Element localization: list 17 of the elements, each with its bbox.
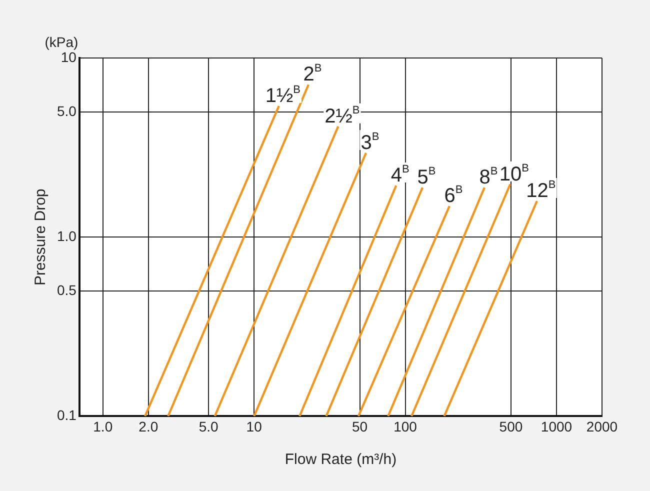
y-tick-label: 0.1 [56, 407, 77, 424]
x-tick-label: 50 [352, 418, 368, 434]
x-tick-label: 2.0 [138, 418, 158, 434]
x-tick-label: 5.0 [198, 418, 219, 434]
x-tick-label: 10 [246, 418, 262, 434]
y-tick-label: 5.0 [56, 102, 77, 119]
x-tick-label: 500 [499, 418, 523, 434]
y-tick-label: 10 [60, 48, 77, 65]
x-tick-label: 1000 [540, 418, 572, 434]
y-tick-label: 1.0 [56, 228, 77, 244]
x-tick-label: 100 [394, 418, 418, 434]
y-axis-title: Pressure Drop [32, 188, 50, 286]
text: (kPa) [44, 34, 78, 50]
x-axis-title: Flow Rate (m³/h) [284, 451, 397, 468]
y-tick-label: 0.5 [56, 282, 77, 298]
x-tick-label: 2000 [586, 418, 618, 434]
x-tick-label: 1.0 [93, 418, 113, 434]
